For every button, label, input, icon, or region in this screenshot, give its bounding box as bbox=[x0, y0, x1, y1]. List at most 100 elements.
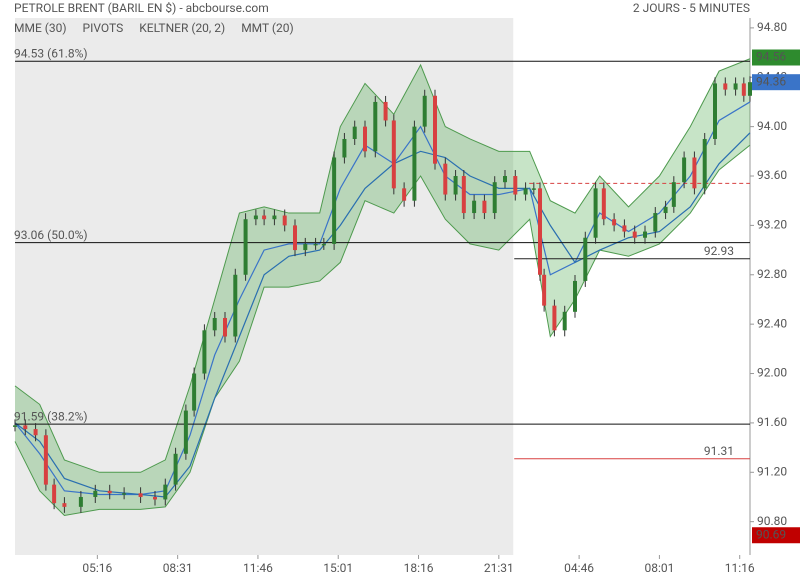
keltner-upper bbox=[14, 58, 751, 473]
candle bbox=[531, 188, 536, 190]
y-tick-label: 92.40 bbox=[757, 316, 787, 330]
candle bbox=[93, 490, 98, 497]
candle bbox=[62, 503, 67, 507]
candle bbox=[342, 138, 347, 158]
candle bbox=[702, 138, 707, 189]
candle bbox=[523, 188, 528, 195]
candle bbox=[13, 425, 17, 427]
candle bbox=[223, 317, 227, 337]
pivot-label: 92.93 bbox=[704, 244, 734, 258]
x-tick-label: 11:16 bbox=[725, 561, 755, 575]
candle bbox=[653, 213, 658, 232]
keltner-band bbox=[15, 58, 750, 516]
candle bbox=[332, 157, 337, 244]
previous-session bbox=[15, 18, 514, 555]
candle bbox=[303, 243, 308, 251]
candle bbox=[663, 206, 668, 214]
candle bbox=[262, 215, 267, 220]
x-tick-label: 08:31 bbox=[163, 561, 193, 575]
candle bbox=[253, 215, 258, 220]
x-tick-label: 04:46 bbox=[564, 561, 594, 575]
legend-entry: KELTNER (20, 2) bbox=[139, 21, 225, 35]
candle bbox=[622, 225, 627, 232]
candle bbox=[383, 101, 388, 121]
y-tick-label: 93.60 bbox=[757, 168, 787, 182]
candle bbox=[202, 330, 207, 374]
candle bbox=[391, 120, 396, 189]
x-tick-label: 18:16 bbox=[404, 561, 434, 575]
candle bbox=[173, 453, 178, 485]
candle bbox=[282, 215, 287, 226]
candle bbox=[293, 225, 297, 251]
keltner-lower bbox=[14, 144, 751, 517]
candle bbox=[402, 188, 407, 201]
mmt-line bbox=[14, 132, 751, 498]
candle bbox=[538, 188, 542, 275]
chart-subtitle: 2 JOURS - 5 MINUTES bbox=[633, 1, 750, 15]
x-tick-label: 21:31 bbox=[484, 561, 514, 575]
candle bbox=[601, 188, 606, 220]
candle bbox=[671, 182, 676, 207]
candle bbox=[321, 243, 326, 246]
candle bbox=[733, 83, 738, 90]
legend-entry: MMT (20) bbox=[241, 21, 293, 35]
fib-label: 94.53 (61.8%) bbox=[14, 46, 88, 60]
candle bbox=[482, 200, 487, 214]
x-tick-label: 11:46 bbox=[243, 561, 273, 575]
candle bbox=[552, 305, 557, 331]
candle bbox=[23, 425, 28, 430]
y-tick-label: 92.80 bbox=[757, 267, 787, 281]
candle bbox=[243, 219, 248, 275]
y-tick-label: 94.80 bbox=[757, 20, 787, 34]
candle bbox=[513, 176, 518, 195]
candle bbox=[503, 176, 507, 183]
y-tick-label: 92.00 bbox=[757, 366, 787, 380]
y-tick-label: 93.20 bbox=[757, 218, 787, 232]
candle bbox=[723, 83, 728, 90]
candle bbox=[593, 188, 598, 238]
candle bbox=[472, 200, 477, 214]
candle bbox=[153, 496, 157, 500]
candle bbox=[373, 101, 378, 152]
fib-label: 91.59 (38.2%) bbox=[14, 409, 88, 423]
candle bbox=[33, 429, 38, 436]
y-tick-label: 91.20 bbox=[757, 464, 787, 478]
candle bbox=[692, 157, 697, 189]
candle bbox=[122, 493, 127, 495]
candle bbox=[192, 373, 197, 411]
candle bbox=[461, 176, 466, 214]
price-badge bbox=[752, 527, 800, 544]
price-badge-label: 94.36 bbox=[756, 74, 786, 88]
candle bbox=[443, 163, 448, 195]
candle bbox=[573, 280, 577, 312]
price-badge-label: 94.56 bbox=[756, 50, 786, 64]
candle bbox=[453, 176, 458, 195]
candle bbox=[583, 237, 588, 281]
candle bbox=[433, 95, 437, 164]
candle bbox=[748, 82, 752, 96]
y-tick-label: 94.00 bbox=[757, 119, 787, 133]
candle bbox=[682, 157, 687, 183]
candle bbox=[43, 435, 48, 485]
candle bbox=[163, 484, 168, 500]
legend-entry: PIVOTS bbox=[83, 21, 124, 35]
candle bbox=[542, 274, 547, 306]
candle bbox=[363, 126, 367, 152]
candle bbox=[632, 231, 637, 238]
candle bbox=[412, 126, 417, 201]
candle bbox=[78, 496, 83, 507]
candle bbox=[107, 490, 112, 494]
candle bbox=[183, 410, 188, 454]
price-badge bbox=[752, 74, 800, 91]
candle bbox=[272, 215, 277, 220]
price-badge bbox=[752, 49, 800, 66]
fib-label: 93.06 (50.0%) bbox=[14, 228, 88, 242]
price-badge-label: 90.69 bbox=[756, 527, 786, 541]
candle bbox=[713, 83, 717, 139]
candle bbox=[138, 493, 143, 497]
candle bbox=[422, 95, 427, 127]
x-tick-label: 15:01 bbox=[323, 561, 353, 575]
candle bbox=[352, 126, 357, 139]
x-tick-label: 05:16 bbox=[82, 561, 112, 575]
